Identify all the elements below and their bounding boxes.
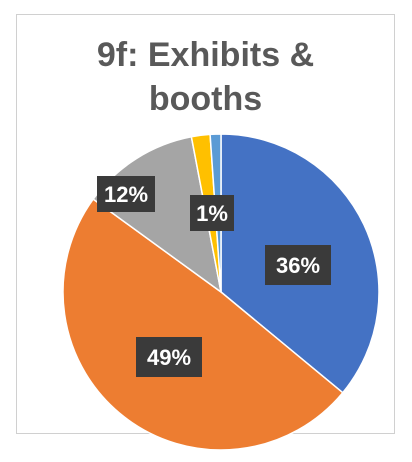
slice-label-text-1: 49% [147,345,191,370]
slice-label-box-3 [190,195,234,231]
slice-label-2: 12% [97,176,155,212]
slice-label-box-0 [265,245,331,285]
slice-label-0: 36% [265,245,331,285]
slice-label-3: 1% [190,195,234,231]
chart-title-line-2: booths [148,80,263,118]
chart-title-line-1: 9f: Exhibits & [96,36,315,74]
slice-label-text-0: 36% [276,253,320,278]
pie-slice-1 [62,198,344,451]
slice-label-box-2 [97,176,155,212]
slice-label-text-2: 12% [104,182,148,207]
slice-label-text-3: 1% [196,201,228,226]
slice-label-1: 49% [136,337,202,377]
slice-label-box-1 [136,337,202,377]
